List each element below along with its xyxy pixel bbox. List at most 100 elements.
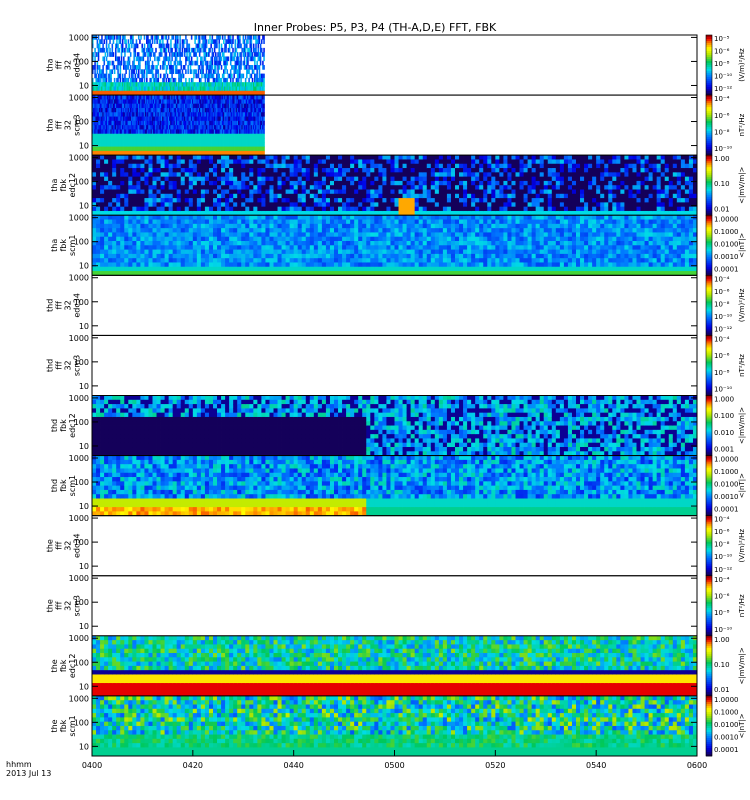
colorbar-step (706, 107, 712, 110)
colorbar-step (706, 459, 712, 462)
panel-label-line: scm1 (68, 235, 77, 256)
chart-title: Inner Probes: P5, P3, P4 (TH-A,D,E) FFT,… (253, 21, 497, 34)
colorbar-unit: <|nT|> (738, 473, 746, 498)
colorbar-step (706, 37, 712, 40)
colorbar-step (706, 447, 712, 450)
colorbar-step (706, 739, 712, 743)
colorbar-step (706, 89, 712, 92)
colorbar-tick-label: 10⁻⁴ (714, 576, 730, 584)
colorbar-step (706, 423, 712, 426)
panel-label-line: fbk (59, 179, 68, 192)
panel-label-line: fff (55, 601, 64, 610)
colorbar-step (706, 63, 712, 66)
colorbar-step (706, 331, 712, 334)
y-tick-label: 1000 (69, 93, 89, 102)
panel-label-line: thd (46, 359, 55, 372)
colorbar-step (706, 155, 712, 158)
colorbar-step (706, 389, 712, 392)
colorbar-step (706, 535, 712, 539)
colorbar-step (706, 321, 712, 324)
colorbar-step (706, 591, 712, 595)
colorbar-step (706, 625, 712, 629)
panel-label-line: fff (55, 301, 64, 310)
colorbar-step (706, 735, 712, 739)
panel-label-line: edc34 (73, 533, 82, 558)
panel-label: thefff32scm3 (46, 595, 82, 616)
colorbar-step (706, 475, 712, 479)
colorbar-step (706, 503, 712, 507)
colorbar-step (706, 603, 712, 607)
colorbar-step (706, 347, 712, 350)
y-tick-label: 100 (74, 478, 89, 487)
colorbar-tick-label: 10⁻¹² (714, 85, 732, 93)
colorbar-step (706, 551, 712, 555)
colorbar-step (706, 749, 712, 753)
panel-label-line: thd (46, 299, 55, 312)
panel-label-line: fff (55, 361, 64, 370)
colorbar-step (706, 267, 712, 270)
colorbar-step (706, 663, 712, 667)
colorbar-step (706, 85, 712, 88)
colorbar-step (706, 203, 712, 206)
colorbar-step (706, 211, 712, 214)
colorbar-tick-label: 10⁻⁴ (714, 275, 730, 283)
colorbar-step (706, 505, 712, 509)
colorbar-unit: nT²/Hz (738, 113, 746, 136)
colorbar-step (706, 65, 712, 68)
colorbar-step (706, 273, 712, 276)
colorbar-step (706, 479, 712, 483)
colorbar-step (706, 754, 712, 757)
colorbar-step (706, 635, 712, 639)
colorbar-step (706, 373, 712, 376)
colorbar-step (706, 113, 712, 116)
colorbar-step (706, 201, 712, 204)
colorbar-step (706, 615, 712, 619)
x-tick-label: 0420 (183, 761, 203, 770)
colorbar-tick-label: 0.1000 (714, 228, 739, 236)
panel-label-line: scm3 (73, 355, 82, 376)
y-tick-label: 100 (74, 658, 89, 667)
colorbar-tick-label: 1.0000 (714, 696, 739, 704)
panel-label: thafff32edc34 (46, 53, 82, 78)
colorbar-tick-label: 0.001 (714, 446, 734, 454)
colorbar-step (706, 385, 712, 388)
colorbar-tick-label: 10⁻¹⁰ (714, 73, 732, 81)
colorbar-step (706, 415, 712, 418)
colorbar-step (706, 61, 712, 64)
panel-frame (91, 334, 698, 396)
colorbar: 1.000 0.100 0.010 0.001 <|mV/m|> (705, 395, 746, 456)
colorbar-step (706, 97, 712, 100)
y-tick-label: 1000 (69, 694, 89, 703)
colorbar-step (706, 51, 712, 54)
y-tick-label: 100 (74, 538, 89, 547)
colorbar-tick-label: 0.0010 (714, 493, 739, 501)
colorbar-step (706, 67, 712, 70)
colorbar-step (706, 353, 712, 356)
colorbar-tick-label: 10⁻¹⁰ (714, 145, 732, 153)
colorbar-step (706, 213, 712, 216)
panel-thd_fff_32_edc34: 101001000thdfff32edc3410⁻⁴10⁻⁶10⁻⁸10⁻¹⁰1… (46, 274, 746, 336)
colorbar-step (706, 207, 712, 210)
colorbar-step (706, 333, 712, 336)
colorbar-step (706, 291, 712, 294)
colorbar-step (706, 185, 712, 188)
colorbar-step (706, 95, 712, 98)
panel-label-line: the (46, 599, 55, 612)
colorbar-step (706, 489, 712, 493)
colorbar-tick-label: 1.0000 (714, 456, 739, 464)
colorbar-step (706, 395, 712, 398)
colorbar-step (706, 325, 712, 328)
y-tick-label: 1000 (69, 394, 89, 403)
colorbar-step (706, 329, 712, 332)
colorbar-step (706, 529, 712, 533)
colorbar-step (706, 495, 712, 499)
colorbar-step (706, 557, 712, 561)
colorbar-step (706, 293, 712, 296)
colorbar-step (706, 397, 712, 400)
colorbar-step (706, 59, 712, 62)
colorbar-step (706, 521, 712, 525)
colorbar-step (706, 77, 712, 80)
colorbar-step (706, 57, 712, 60)
colorbar-step (706, 401, 712, 404)
